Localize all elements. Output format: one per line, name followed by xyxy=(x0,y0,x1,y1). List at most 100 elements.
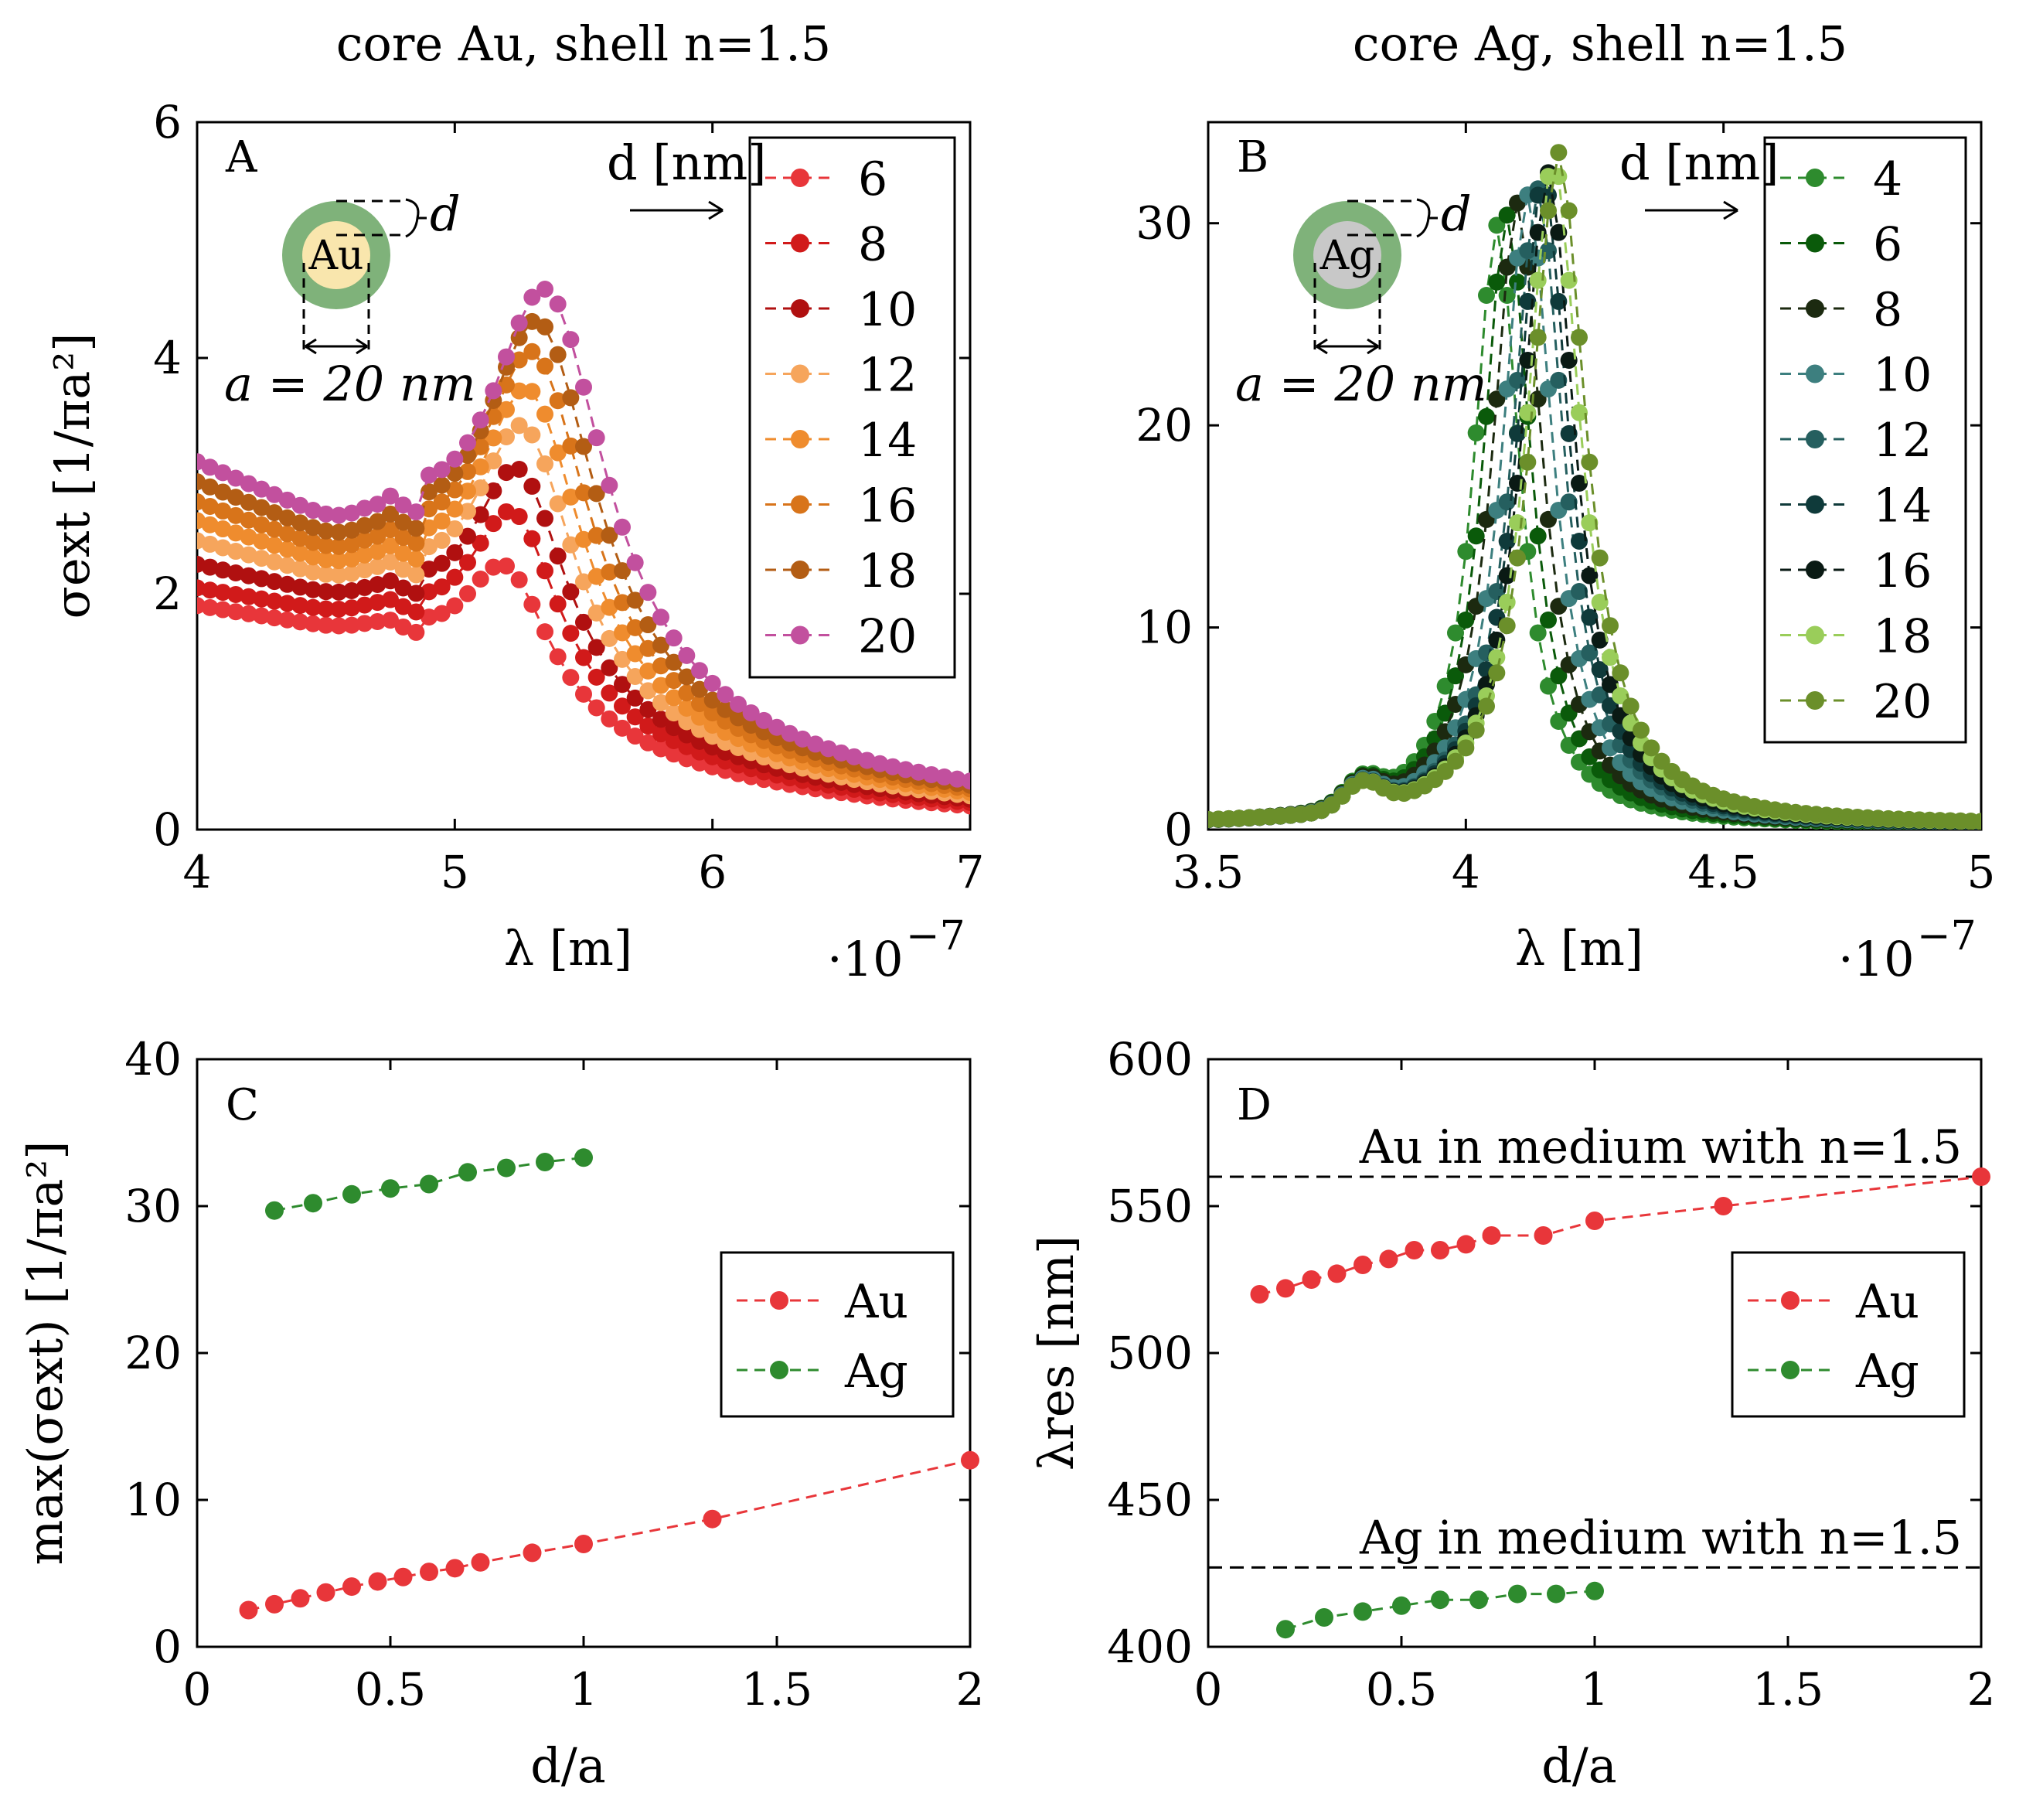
data-point-au-12 xyxy=(278,557,296,574)
data-point-au-16 xyxy=(691,695,708,713)
data-point-au-10 xyxy=(305,581,322,598)
data-point-Au xyxy=(420,1563,438,1582)
data-point-au-20 xyxy=(523,288,541,306)
x-axis-label-B: λ [m] xyxy=(1515,920,1643,976)
data-point-ag-14 xyxy=(1571,533,1588,550)
data-point-au-12 xyxy=(446,520,464,537)
data-point-Au xyxy=(393,1567,413,1587)
data-point-au-14 xyxy=(369,543,386,561)
data-point-au-12 xyxy=(253,550,271,567)
data-point-au-14 xyxy=(536,405,553,423)
data-point-au-18 xyxy=(421,483,438,501)
data-point-au-16 xyxy=(382,521,399,539)
data-point-au-8 xyxy=(240,588,257,605)
data-point-au-10 xyxy=(201,558,219,576)
data-point-au-8 xyxy=(433,578,451,596)
data-point-au-20 xyxy=(266,486,283,503)
legend-label-a-8: 8 xyxy=(858,218,887,272)
data-point-au-8 xyxy=(382,591,399,608)
data-point-ag-6 xyxy=(1509,273,1526,291)
data-point-Au xyxy=(1250,1285,1269,1304)
data-point-au-6 xyxy=(459,585,476,602)
data-point-ag-20 xyxy=(1436,762,1454,780)
data-point-au-12 xyxy=(639,682,657,700)
data-point-ag-18 xyxy=(1571,404,1588,421)
data-point-au-18 xyxy=(227,489,244,506)
legend-label-a-12: 12 xyxy=(858,349,917,403)
data-point-au-18 xyxy=(549,346,567,363)
legend-marker-a xyxy=(791,299,809,318)
legend-label-C-Au: Au xyxy=(844,1275,908,1329)
data-point-au-20 xyxy=(614,518,631,536)
data-point-Au xyxy=(523,1543,542,1563)
data-point-au-20 xyxy=(253,480,271,498)
data-point-au-16 xyxy=(356,531,373,549)
legend-label-b-16: 16 xyxy=(1873,544,1932,598)
x-tick-label: 7 xyxy=(956,846,985,898)
data-point-Ag xyxy=(1547,1584,1565,1604)
data-point-au-14 xyxy=(394,544,412,562)
data-point-au-20 xyxy=(240,475,257,492)
data-point-ag-20 xyxy=(1519,453,1537,471)
data-point-au-16 xyxy=(562,437,580,455)
data-point-au-12 xyxy=(575,573,592,591)
data-point-au-6 xyxy=(536,623,553,641)
data-point-au-20 xyxy=(768,718,785,736)
data-point-au-12 xyxy=(291,560,309,578)
data-point-Au xyxy=(291,1589,310,1608)
legend-marker-b xyxy=(1806,430,1824,448)
data-point-au-16 xyxy=(330,537,348,555)
data-point-au-6 xyxy=(305,615,322,632)
data-point-au-16 xyxy=(253,516,271,533)
data-point-au-20 xyxy=(227,469,244,487)
data-point-au-20 xyxy=(472,411,489,429)
data-point-au-6 xyxy=(665,745,683,763)
data-point-au-20 xyxy=(846,748,863,765)
data-point-au-16 xyxy=(472,438,489,455)
data-point-au-16 xyxy=(317,537,335,554)
data-point-au-12 xyxy=(214,539,232,557)
legend-marker-D xyxy=(1781,1361,1800,1379)
data-point-au-14 xyxy=(626,645,644,663)
data-point-au-16 xyxy=(587,527,605,544)
data-point-au-8 xyxy=(356,596,373,614)
data-point-au-6 xyxy=(369,612,386,630)
legend-label-C-Ag: Ag xyxy=(844,1345,908,1399)
data-point-au-12 xyxy=(523,426,541,444)
data-point-au-10 xyxy=(601,659,618,677)
data-point-au-12 xyxy=(394,561,412,578)
legend-marker-b xyxy=(1806,691,1824,710)
data-point-Ag xyxy=(1431,1590,1449,1610)
inset-au-core-shell: Au d a = 20 nm xyxy=(224,186,476,412)
data-point-au-14 xyxy=(601,598,618,616)
data-point-au-20 xyxy=(948,770,966,788)
data-point-au-12 xyxy=(407,566,425,584)
data-point-au-12 xyxy=(562,536,580,554)
data-point-Au xyxy=(1972,1167,1990,1186)
data-point-au-14 xyxy=(587,567,605,585)
data-point-au-20 xyxy=(742,704,760,722)
data-point-ag-20 xyxy=(1633,721,1650,739)
data-point-au-10 xyxy=(562,583,580,601)
data-point-ag-4 xyxy=(1478,287,1495,305)
x-scale-note-b-exp: −7 xyxy=(1917,913,1977,959)
data-point-au-14 xyxy=(278,540,296,558)
data-point-Ag xyxy=(574,1148,593,1167)
data-point-au-20 xyxy=(665,629,683,647)
data-point-au-18 xyxy=(665,653,683,671)
data-point-au-14 xyxy=(665,689,683,707)
x-tick-label: 0.5 xyxy=(1366,1663,1437,1716)
data-point-au-18 xyxy=(523,312,541,330)
data-point-au-10 xyxy=(278,575,296,593)
data-point-ag-20 xyxy=(1622,697,1640,715)
data-point-au-10 xyxy=(498,464,515,482)
data-point-au-20 xyxy=(935,768,953,786)
data-point-au-6 xyxy=(626,728,644,745)
panel-a: 4 5 6 7 0 2 4 6 λ [m] σext [1/πa²] 6 8 10 12 14 16 18 20 xyxy=(44,96,984,976)
data-point-au-16 xyxy=(305,533,322,551)
data-point-ag-6 xyxy=(1529,527,1547,545)
data-point-au-20 xyxy=(884,758,901,775)
data-point-au-12 xyxy=(421,538,438,556)
data-point-au-10 xyxy=(266,573,283,591)
data-point-au-18 xyxy=(382,505,399,523)
